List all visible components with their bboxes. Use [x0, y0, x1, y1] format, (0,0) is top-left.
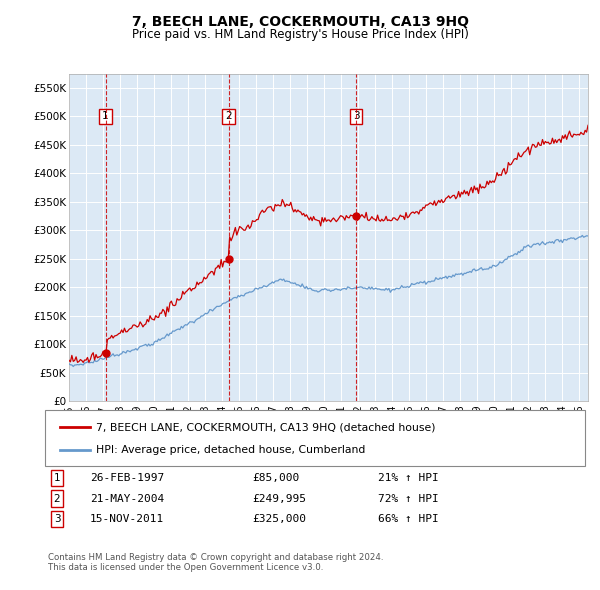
Text: 1: 1 — [102, 112, 109, 122]
Text: Contains HM Land Registry data © Crown copyright and database right 2024.: Contains HM Land Registry data © Crown c… — [48, 553, 383, 562]
Text: 3: 3 — [353, 112, 359, 122]
Text: 1: 1 — [53, 473, 61, 483]
Text: £249,995: £249,995 — [252, 494, 306, 503]
Text: £325,000: £325,000 — [252, 514, 306, 524]
Text: 2: 2 — [53, 494, 61, 503]
Text: 21% ↑ HPI: 21% ↑ HPI — [378, 473, 439, 483]
Text: This data is licensed under the Open Government Licence v3.0.: This data is licensed under the Open Gov… — [48, 563, 323, 572]
Text: 2: 2 — [226, 112, 232, 122]
Text: £85,000: £85,000 — [252, 473, 299, 483]
Text: Price paid vs. HM Land Registry's House Price Index (HPI): Price paid vs. HM Land Registry's House … — [131, 28, 469, 41]
Text: HPI: Average price, detached house, Cumberland: HPI: Average price, detached house, Cumb… — [96, 445, 365, 455]
Text: 7, BEECH LANE, COCKERMOUTH, CA13 9HQ: 7, BEECH LANE, COCKERMOUTH, CA13 9HQ — [131, 15, 469, 29]
Text: 26-FEB-1997: 26-FEB-1997 — [90, 473, 164, 483]
Text: 7, BEECH LANE, COCKERMOUTH, CA13 9HQ (detached house): 7, BEECH LANE, COCKERMOUTH, CA13 9HQ (de… — [96, 422, 436, 432]
Text: 21-MAY-2004: 21-MAY-2004 — [90, 494, 164, 503]
Text: 66% ↑ HPI: 66% ↑ HPI — [378, 514, 439, 524]
Text: 72% ↑ HPI: 72% ↑ HPI — [378, 494, 439, 503]
Text: 15-NOV-2011: 15-NOV-2011 — [90, 514, 164, 524]
Text: 3: 3 — [53, 514, 61, 524]
